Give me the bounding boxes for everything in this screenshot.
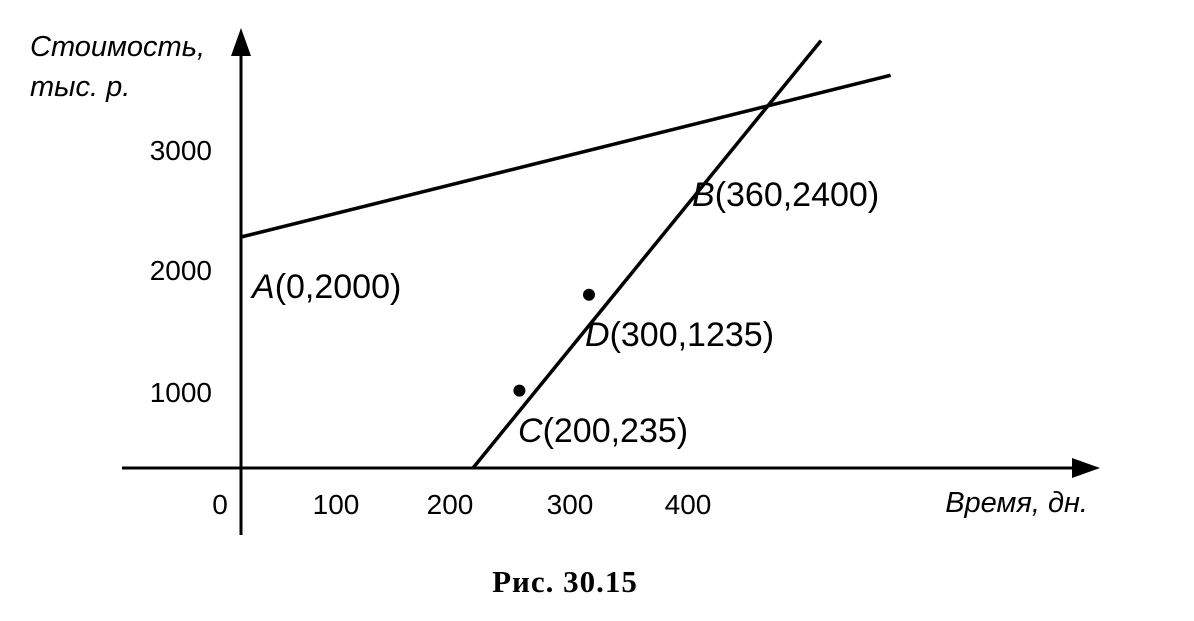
x-tick-label: 300 [547,489,594,520]
point-a-letter: A [250,268,275,306]
series-line-2 [471,39,823,470]
x-tick-label: 100 [313,489,360,520]
point-label-c: C(200,235) [518,412,688,450]
point-label-b: B(360,2400) [692,176,879,214]
point-c-coords: (200,235) [543,412,689,450]
series-line-1 [240,73,892,239]
x-axis-arrow [1072,458,1100,478]
point-label-d: D(300,1235) [585,316,774,354]
point-marker-d [583,288,595,301]
y-axis-label-line2: тыс. р. [30,71,130,103]
y-axis-label-line1: Стоимость, [30,31,205,63]
point-b-coords: (360,2400) [715,176,879,214]
point-label-a: A(0,2000) [250,268,401,306]
x-axis-label: Время, дн. [945,487,1088,519]
marker-layer [513,288,595,397]
series-layer [240,39,892,470]
y-tick-label: 2000 [150,255,212,286]
point-b-letter: B [692,176,715,214]
point-a-coords: (0,2000) [275,268,402,306]
point-d-coords: (300,1235) [610,316,774,354]
y-tick-label: 3000 [150,135,212,166]
point-c-letter: C [518,412,543,450]
x-tick-label: 400 [665,489,712,520]
point-d-letter: D [585,316,610,354]
y-tick-label: 1000 [150,377,212,408]
origin-label: 0 [212,489,228,520]
figure-caption: Рис. 30.15 [492,564,638,599]
point-marker-c [513,384,526,397]
y-axis-arrow [231,28,251,56]
x-tick-label: 200 [427,489,474,520]
